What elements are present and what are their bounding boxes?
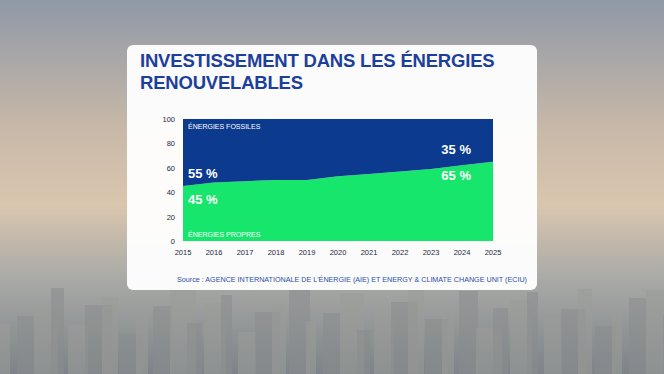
data-label: 55 % — [188, 166, 218, 181]
city-building — [51, 288, 64, 374]
x-tick-label: 2019 — [299, 248, 316, 257]
x-tick-label: 2016 — [206, 248, 223, 257]
city-building — [187, 323, 202, 374]
x-tick-label: 2023 — [423, 248, 440, 257]
city-building — [442, 311, 454, 374]
x-tick-label: 2018 — [268, 248, 285, 257]
y-tick-label: 100 — [162, 115, 175, 124]
city-building — [102, 297, 118, 374]
city-building — [612, 306, 622, 374]
y-tick-label: 40 — [167, 188, 175, 197]
data-label: 65 % — [441, 168, 471, 183]
y-tick-label: 80 — [167, 139, 175, 148]
x-tick-label: 2022 — [392, 248, 409, 257]
x-tick-label: 2024 — [454, 248, 471, 257]
city-building — [17, 316, 34, 374]
data-label: 45 % — [188, 192, 218, 207]
x-tick-label: 2021 — [361, 248, 378, 257]
city-building — [663, 315, 664, 374]
city-building — [459, 291, 478, 374]
city-building — [0, 324, 10, 374]
city-building — [493, 308, 508, 374]
series-name: ÉNERGIES PROPRES — [188, 230, 261, 238]
city-building — [221, 295, 232, 374]
data-label: 35 % — [441, 142, 471, 157]
y-tick-label: 60 — [167, 164, 175, 173]
city-building — [136, 314, 148, 374]
series-name: ÉNERGIES FOSSILES — [188, 122, 261, 130]
x-tick-label: 2025 — [485, 248, 502, 257]
x-tick-label: 2015 — [175, 248, 192, 257]
y-tick-label: 0 — [171, 237, 175, 246]
city-building — [306, 321, 316, 374]
area-series — [183, 119, 493, 186]
stage: ÉNERGIES PROPRES ÉNERGIES FOSSILES 45 % 65 … — [0, 0, 664, 374]
city-building — [408, 282, 424, 374]
city-building — [238, 332, 256, 374]
source: Source : AGENCE INTERNATIONALE DE L'ÉNER… — [177, 275, 527, 284]
city-building — [544, 317, 562, 374]
plot-area — [183, 119, 493, 241]
city-building — [578, 289, 592, 374]
city-building — [272, 304, 286, 374]
city-building — [527, 292, 538, 374]
x-tick-label: 2017 — [237, 248, 254, 257]
title: INVESTISSEMENT DANS LES ÉNERGIES RENOUVE… — [140, 50, 540, 94]
y-tick-label: 20 — [167, 213, 175, 222]
city-building — [153, 306, 172, 374]
city-building — [323, 313, 340, 374]
x-tick-label: 2020 — [330, 248, 347, 257]
city-building — [646, 290, 664, 374]
city-building — [629, 298, 646, 374]
city-building — [357, 330, 370, 374]
